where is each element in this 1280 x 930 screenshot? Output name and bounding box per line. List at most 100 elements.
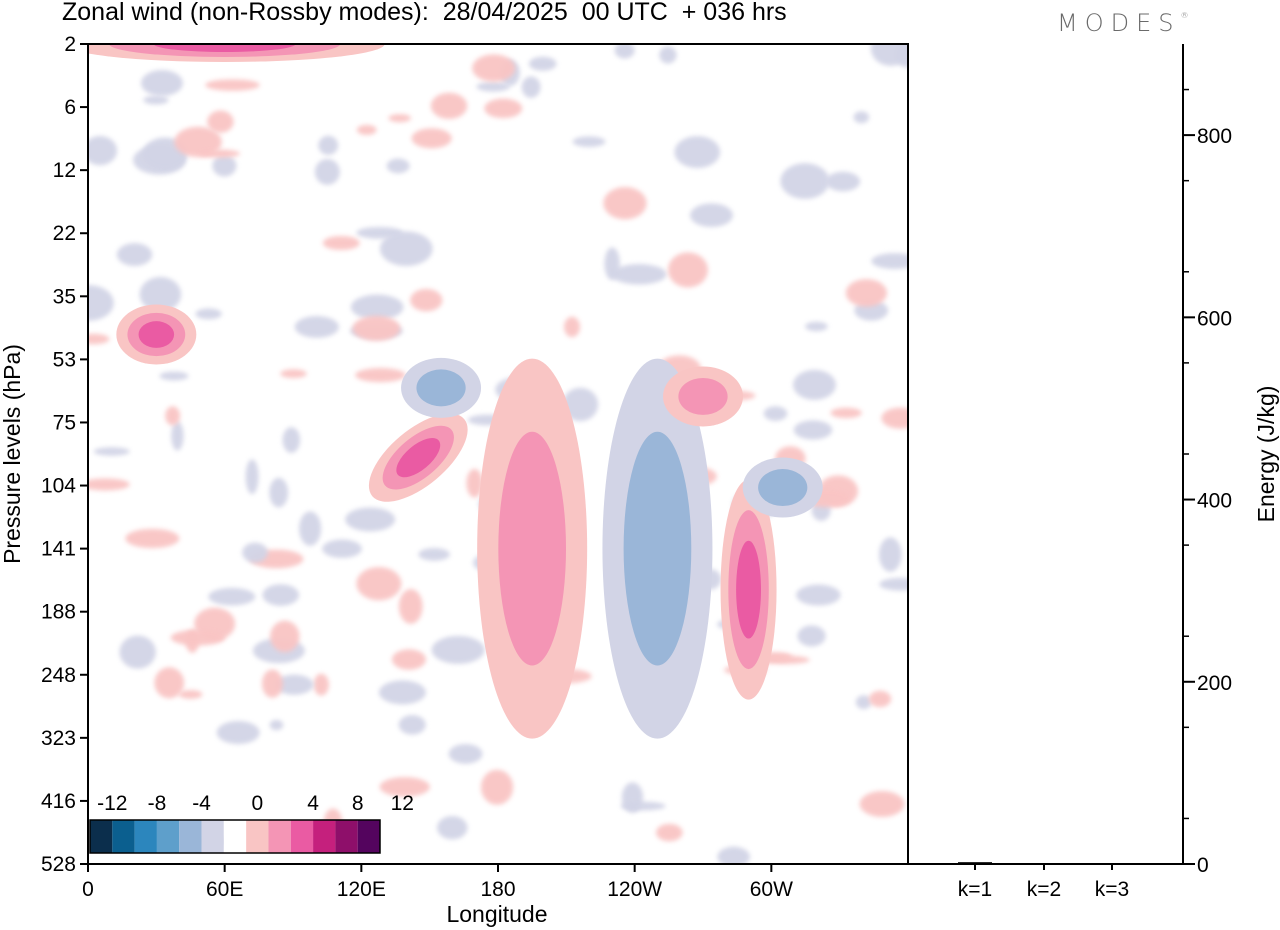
colorbar-swatch [156, 820, 180, 853]
positive-patch [88, 333, 110, 345]
energy-bar [1027, 863, 1061, 865]
positive-patch [261, 669, 283, 698]
y-tick-label: 104 [41, 475, 76, 498]
energy-tick-label: 0 [1197, 854, 1209, 877]
negative-patch [855, 695, 872, 710]
positive-patch [398, 589, 423, 624]
contour-band [153, 44, 296, 52]
negative-patch [793, 420, 833, 440]
colorbar-label: 12 [391, 792, 414, 815]
y-tick-label: 323 [41, 727, 76, 750]
positive-patch [165, 406, 181, 426]
negative-patch [717, 846, 751, 864]
westerly-anomaly [663, 366, 743, 427]
y-tick-label: 53 [53, 348, 76, 371]
chart-title: Zonal wind (non-Rossby modes): 28/04/202… [62, 0, 787, 26]
negative-patch [93, 447, 130, 456]
positive-patch [205, 79, 260, 91]
y-tick-label: 141 [41, 538, 76, 561]
positive-patch [198, 149, 241, 158]
positive-patch [322, 235, 360, 251]
colorbar-swatch [313, 820, 336, 853]
heatmap-area [88, 44, 908, 864]
negative-patch [572, 136, 606, 147]
positive-patch [655, 823, 683, 842]
negative-patch [528, 56, 557, 71]
negative-patch [88, 135, 118, 166]
colorbar-swatch [90, 820, 113, 853]
negative-patch [763, 406, 788, 421]
positive-patch [388, 114, 411, 123]
positive-patch [603, 186, 647, 220]
y-tick-label: 6 [64, 96, 76, 119]
colorbar-swatch [112, 820, 135, 853]
y-tick-label: 12 [53, 159, 76, 182]
negative-patch [780, 163, 830, 200]
colorbar-swatch [246, 820, 269, 853]
colorbar-frame [89, 819, 381, 854]
y-tick-label: 188 [41, 601, 76, 624]
contour-band [498, 431, 567, 666]
negative-patch [796, 584, 841, 606]
contour-band [416, 369, 466, 407]
negative-patch [805, 321, 828, 332]
colorbar-label: 4 [307, 792, 319, 815]
negative-patch [269, 719, 284, 731]
negative-patch [345, 507, 396, 532]
negative-patch [476, 81, 510, 92]
energy-tick-label: 200 [1197, 672, 1232, 695]
positive-patch [88, 478, 130, 491]
negative-patch [171, 421, 184, 451]
negative-patch [195, 308, 222, 320]
westerly-anomaly [477, 358, 588, 739]
y-tick-label: 2 [64, 33, 76, 56]
negative-patch [797, 625, 826, 647]
negative-patch [793, 369, 836, 400]
positive-patch [174, 126, 222, 158]
positive-patch [280, 369, 307, 379]
negative-patch [620, 801, 666, 811]
westerly-anomaly [720, 479, 777, 700]
negative-patch [437, 815, 468, 840]
positive-patch [430, 92, 468, 120]
negative-patch [870, 44, 908, 66]
negative-patch [119, 635, 156, 669]
negative-patch [604, 247, 620, 281]
heatmap-axes: 0 60E 120E 180 120W 60W 2 6 12 22 35 53 75 104 141 188 2… [41, 33, 793, 901]
negative-patch [143, 95, 169, 105]
x-tick-label: 60W [750, 878, 793, 901]
easterly-anomaly [602, 358, 713, 739]
logo-text: MODES [1057, 9, 1181, 37]
negative-patch [314, 158, 340, 185]
contour-band [396, 438, 441, 478]
positive-patch [207, 110, 234, 133]
positive-patch [356, 124, 377, 135]
easterly-anomaly [742, 457, 823, 518]
contour-band [736, 540, 761, 639]
registered-mark: ® [1180, 11, 1189, 20]
positive-patch [313, 673, 329, 696]
colorbar-label: -4 [192, 792, 211, 815]
positive-patch [270, 620, 300, 653]
negative-patch [611, 264, 667, 285]
negative-patch [431, 635, 485, 664]
negative-patch [386, 158, 410, 174]
contour-band [758, 469, 808, 506]
negative-patch [242, 542, 268, 563]
westerly-anomaly [368, 413, 468, 502]
x-axis-title: Longitude [446, 901, 547, 927]
negative-patch [140, 70, 183, 97]
contour-band [138, 321, 175, 348]
negative-patch [521, 76, 541, 98]
negative-patch [379, 231, 433, 267]
negative-patch [825, 171, 861, 192]
positive-patch [466, 468, 483, 498]
easterly-anomaly [401, 357, 482, 418]
positive-patch [379, 777, 430, 797]
y-tick-label: 22 [53, 222, 76, 245]
energy-tick-label: 800 [1197, 125, 1232, 148]
colorbar-label: -12 [97, 792, 127, 815]
colorbar-label: 0 [251, 792, 263, 815]
colorbar-swatch [335, 820, 358, 853]
